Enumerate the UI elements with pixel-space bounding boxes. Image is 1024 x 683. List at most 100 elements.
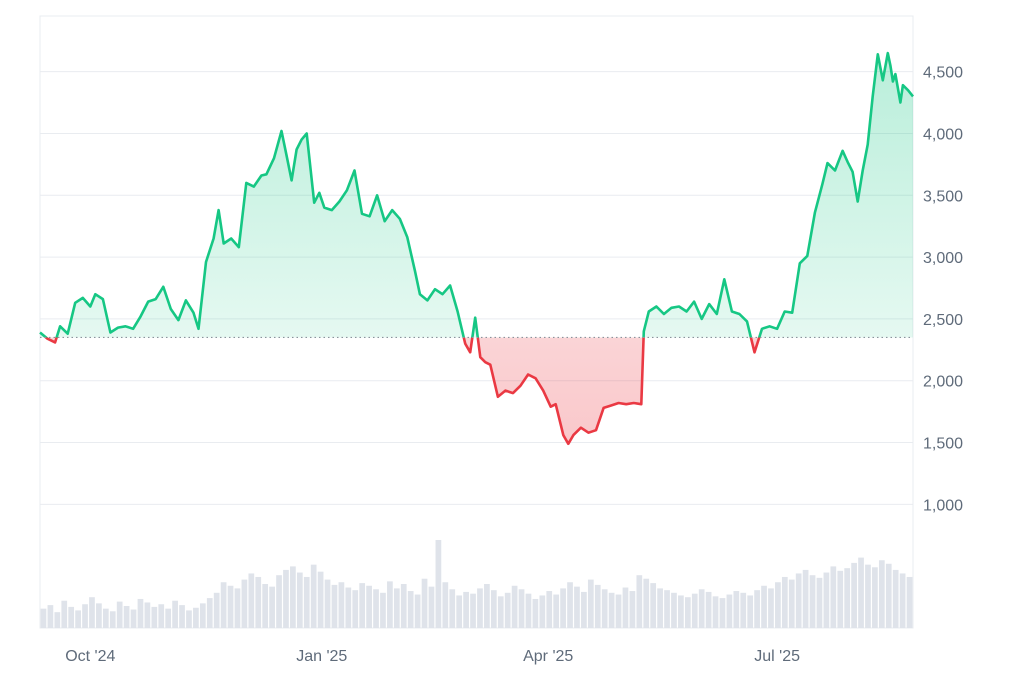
volume-bar bbox=[130, 609, 137, 628]
volume-bar bbox=[678, 595, 684, 628]
volume-bar bbox=[567, 582, 573, 628]
volume-bar bbox=[102, 608, 109, 628]
volume-bar bbox=[608, 592, 615, 628]
volume-bar bbox=[726, 594, 733, 628]
volume-bar bbox=[400, 584, 407, 628]
y-tick-label: 3,000 bbox=[923, 250, 963, 267]
volume-bar bbox=[865, 564, 871, 628]
volume-bar bbox=[449, 589, 456, 628]
y-tick-label: 4,000 bbox=[923, 126, 963, 143]
volume-bar bbox=[220, 582, 227, 628]
volume-bar bbox=[664, 590, 670, 628]
volume-bar bbox=[89, 597, 95, 628]
volume-bar bbox=[276, 575, 282, 628]
volume-bar bbox=[213, 592, 220, 628]
volume-bar bbox=[137, 598, 144, 628]
volume-bar bbox=[795, 573, 802, 628]
volume-bar bbox=[82, 604, 88, 628]
volume-bar bbox=[719, 598, 726, 628]
volume-bar bbox=[747, 595, 754, 628]
volume-bar bbox=[698, 589, 705, 628]
volume-bar bbox=[837, 570, 844, 628]
y-tick-label: 1,500 bbox=[923, 436, 963, 453]
volume-bar bbox=[456, 595, 463, 628]
volume-bar bbox=[470, 593, 476, 628]
volume-bar bbox=[525, 593, 532, 628]
volume-bar bbox=[109, 611, 116, 628]
y-tick-label: 3,500 bbox=[923, 188, 963, 205]
volume-bar bbox=[802, 569, 809, 628]
volume-bar bbox=[733, 591, 740, 628]
price-line-up bbox=[39, 51, 915, 338]
volume-bar bbox=[338, 582, 345, 628]
volume-bar bbox=[691, 593, 698, 628]
volume-bar bbox=[858, 557, 864, 628]
x-tick-label: Apr '25 bbox=[523, 648, 573, 665]
volume-bar bbox=[421, 578, 428, 628]
volume-bar bbox=[317, 571, 324, 628]
price-line-down bbox=[43, 337, 761, 446]
volume-bar bbox=[428, 586, 435, 628]
volume-bar bbox=[497, 596, 504, 628]
volume-bar bbox=[345, 587, 352, 628]
volume-bar bbox=[844, 568, 851, 628]
volume-bar bbox=[123, 606, 130, 628]
volume-bar bbox=[574, 586, 580, 628]
x-tick-label: Jan '25 bbox=[296, 648, 347, 665]
volume-bar bbox=[407, 591, 414, 628]
volume-bar bbox=[186, 610, 192, 628]
volume-bar bbox=[296, 572, 303, 628]
volume-bar bbox=[47, 605, 54, 628]
volume-bar bbox=[248, 573, 255, 628]
volume-bar bbox=[234, 588, 241, 628]
volume-bar bbox=[851, 562, 857, 628]
volume-bar bbox=[352, 590, 359, 628]
volume-bar bbox=[781, 576, 788, 628]
area-below-baseline bbox=[40, 337, 913, 444]
volume-bar bbox=[68, 606, 75, 628]
volume-bar bbox=[629, 591, 636, 628]
volume-bar bbox=[892, 569, 899, 628]
volume-bar bbox=[560, 588, 566, 628]
volume-bar bbox=[373, 589, 379, 628]
volume-bar bbox=[255, 576, 262, 628]
volume-bar bbox=[581, 591, 587, 628]
volume-bar bbox=[40, 608, 47, 628]
y-tick-label: 2,500 bbox=[923, 312, 963, 329]
volume-bar bbox=[290, 566, 296, 628]
volume-bar bbox=[283, 569, 289, 628]
volume-bar bbox=[615, 594, 622, 628]
volume-bar bbox=[144, 602, 151, 628]
volume-bar bbox=[331, 584, 338, 628]
volume-bar bbox=[830, 566, 837, 628]
volume-bar bbox=[705, 591, 712, 628]
volume-bar bbox=[206, 598, 213, 628]
volume-bar bbox=[622, 587, 629, 628]
y-tick-label: 1,000 bbox=[923, 497, 963, 514]
volume-bar bbox=[712, 596, 719, 628]
volume-bar bbox=[96, 603, 102, 628]
x-tick-label: Jul '25 bbox=[754, 648, 800, 665]
volume-bar bbox=[775, 582, 781, 628]
y-tick-label: 2,000 bbox=[923, 374, 963, 391]
volume-bar bbox=[463, 591, 469, 628]
volume-bar bbox=[823, 572, 830, 628]
volume-bar bbox=[477, 588, 483, 628]
volume-bar bbox=[380, 592, 386, 628]
volume-bar bbox=[816, 577, 823, 628]
volume-bar bbox=[414, 594, 421, 628]
area-above-baseline bbox=[40, 53, 913, 338]
x-tick-label: Oct '24 bbox=[65, 648, 115, 665]
volume-bar bbox=[484, 584, 490, 628]
volume-bar bbox=[75, 610, 81, 628]
volume-bar bbox=[885, 563, 892, 628]
volume-bar bbox=[906, 576, 913, 628]
volume-bar bbox=[241, 579, 248, 628]
volume-bar bbox=[601, 589, 608, 628]
volume-bar bbox=[199, 603, 206, 628]
volume-bar bbox=[116, 601, 123, 628]
volume-bar bbox=[387, 581, 393, 628]
volume-bar bbox=[671, 592, 677, 628]
